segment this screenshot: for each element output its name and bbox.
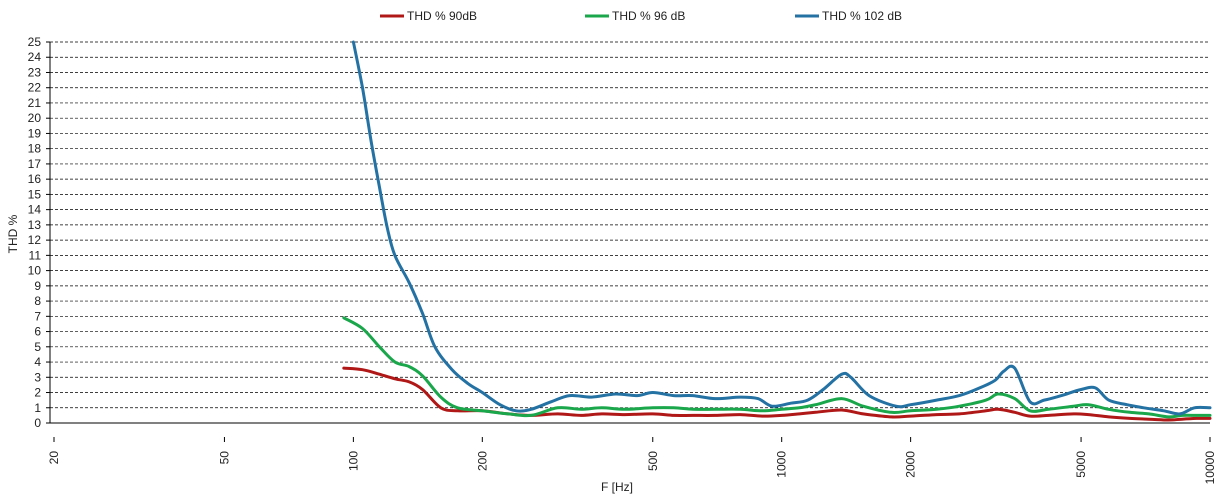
x-tick-label: 500 (646, 451, 660, 471)
y-tick-label: 10 (28, 264, 42, 278)
y-tick-label: 1 (34, 401, 41, 415)
y-tick-label: 7 (34, 309, 41, 323)
legend-entry: THD % 90dB (407, 9, 477, 23)
y-tick-label: 6 (34, 325, 41, 339)
y-tick-label: 11 (29, 248, 42, 262)
y-tick-label: 20 (28, 111, 42, 125)
x-tick-label: 100 (346, 451, 360, 471)
y-tick-label: 25 (28, 35, 42, 49)
y-tick-label: 23 (28, 65, 42, 79)
y-tick-label: 0 (34, 416, 41, 430)
y-tick-label: 22 (28, 81, 42, 95)
y-tick-label: 14 (28, 203, 42, 217)
x-tick-label: 10000 (1203, 451, 1217, 485)
y-tick-label: 5 (34, 340, 41, 354)
grid-lines (50, 41, 1210, 409)
x-tick-label: 1000 (775, 451, 789, 478)
y-tick-label: 9 (34, 279, 41, 293)
legend-entry: THD % 102 dB (822, 9, 902, 23)
y-tick-label: 16 (28, 172, 42, 186)
y-tick-label: 18 (28, 142, 42, 156)
x-tick-label: 2000 (904, 451, 918, 478)
y-tick-label: 12 (28, 233, 42, 247)
x-axis-ticks: 20 50 100 200 500 1000 2000 5000 10000 (47, 437, 1217, 484)
y-axis-title: THD % (6, 214, 20, 253)
series-line-1 (342, 366, 1212, 422)
series-line-2 (342, 316, 1212, 419)
y-tick-label: 13 (28, 218, 42, 232)
y-tick-label: 17 (28, 157, 42, 171)
legend-entry: THD % 96 dB (612, 9, 685, 23)
x-tick-label: 200 (475, 451, 489, 471)
y-tick-label: 3 (34, 370, 41, 384)
x-tick-label: 5000 (1074, 451, 1088, 478)
y-tick-label: 15 (28, 187, 42, 201)
x-tick-label: 50 (217, 451, 231, 465)
series-layer (342, 40, 1212, 422)
x-tick-label: 20 (47, 451, 61, 465)
y-tick-label: 2 (34, 386, 41, 400)
y-tick-label: 19 (28, 126, 42, 140)
series-line-3 (351, 40, 1212, 416)
y-tick-label: 21 (28, 96, 42, 110)
y-tick-label: 24 (28, 50, 42, 64)
x-axis-title: F [Hz] (601, 480, 633, 494)
y-axis-ticks: 0123456789101112131415161718192021222324… (28, 35, 50, 430)
y-tick-label: 4 (34, 355, 41, 369)
chart-legend: THD % 90dB THD % 96 dB THD % 102 dB (380, 9, 902, 23)
y-tick-label: 8 (34, 294, 41, 308)
